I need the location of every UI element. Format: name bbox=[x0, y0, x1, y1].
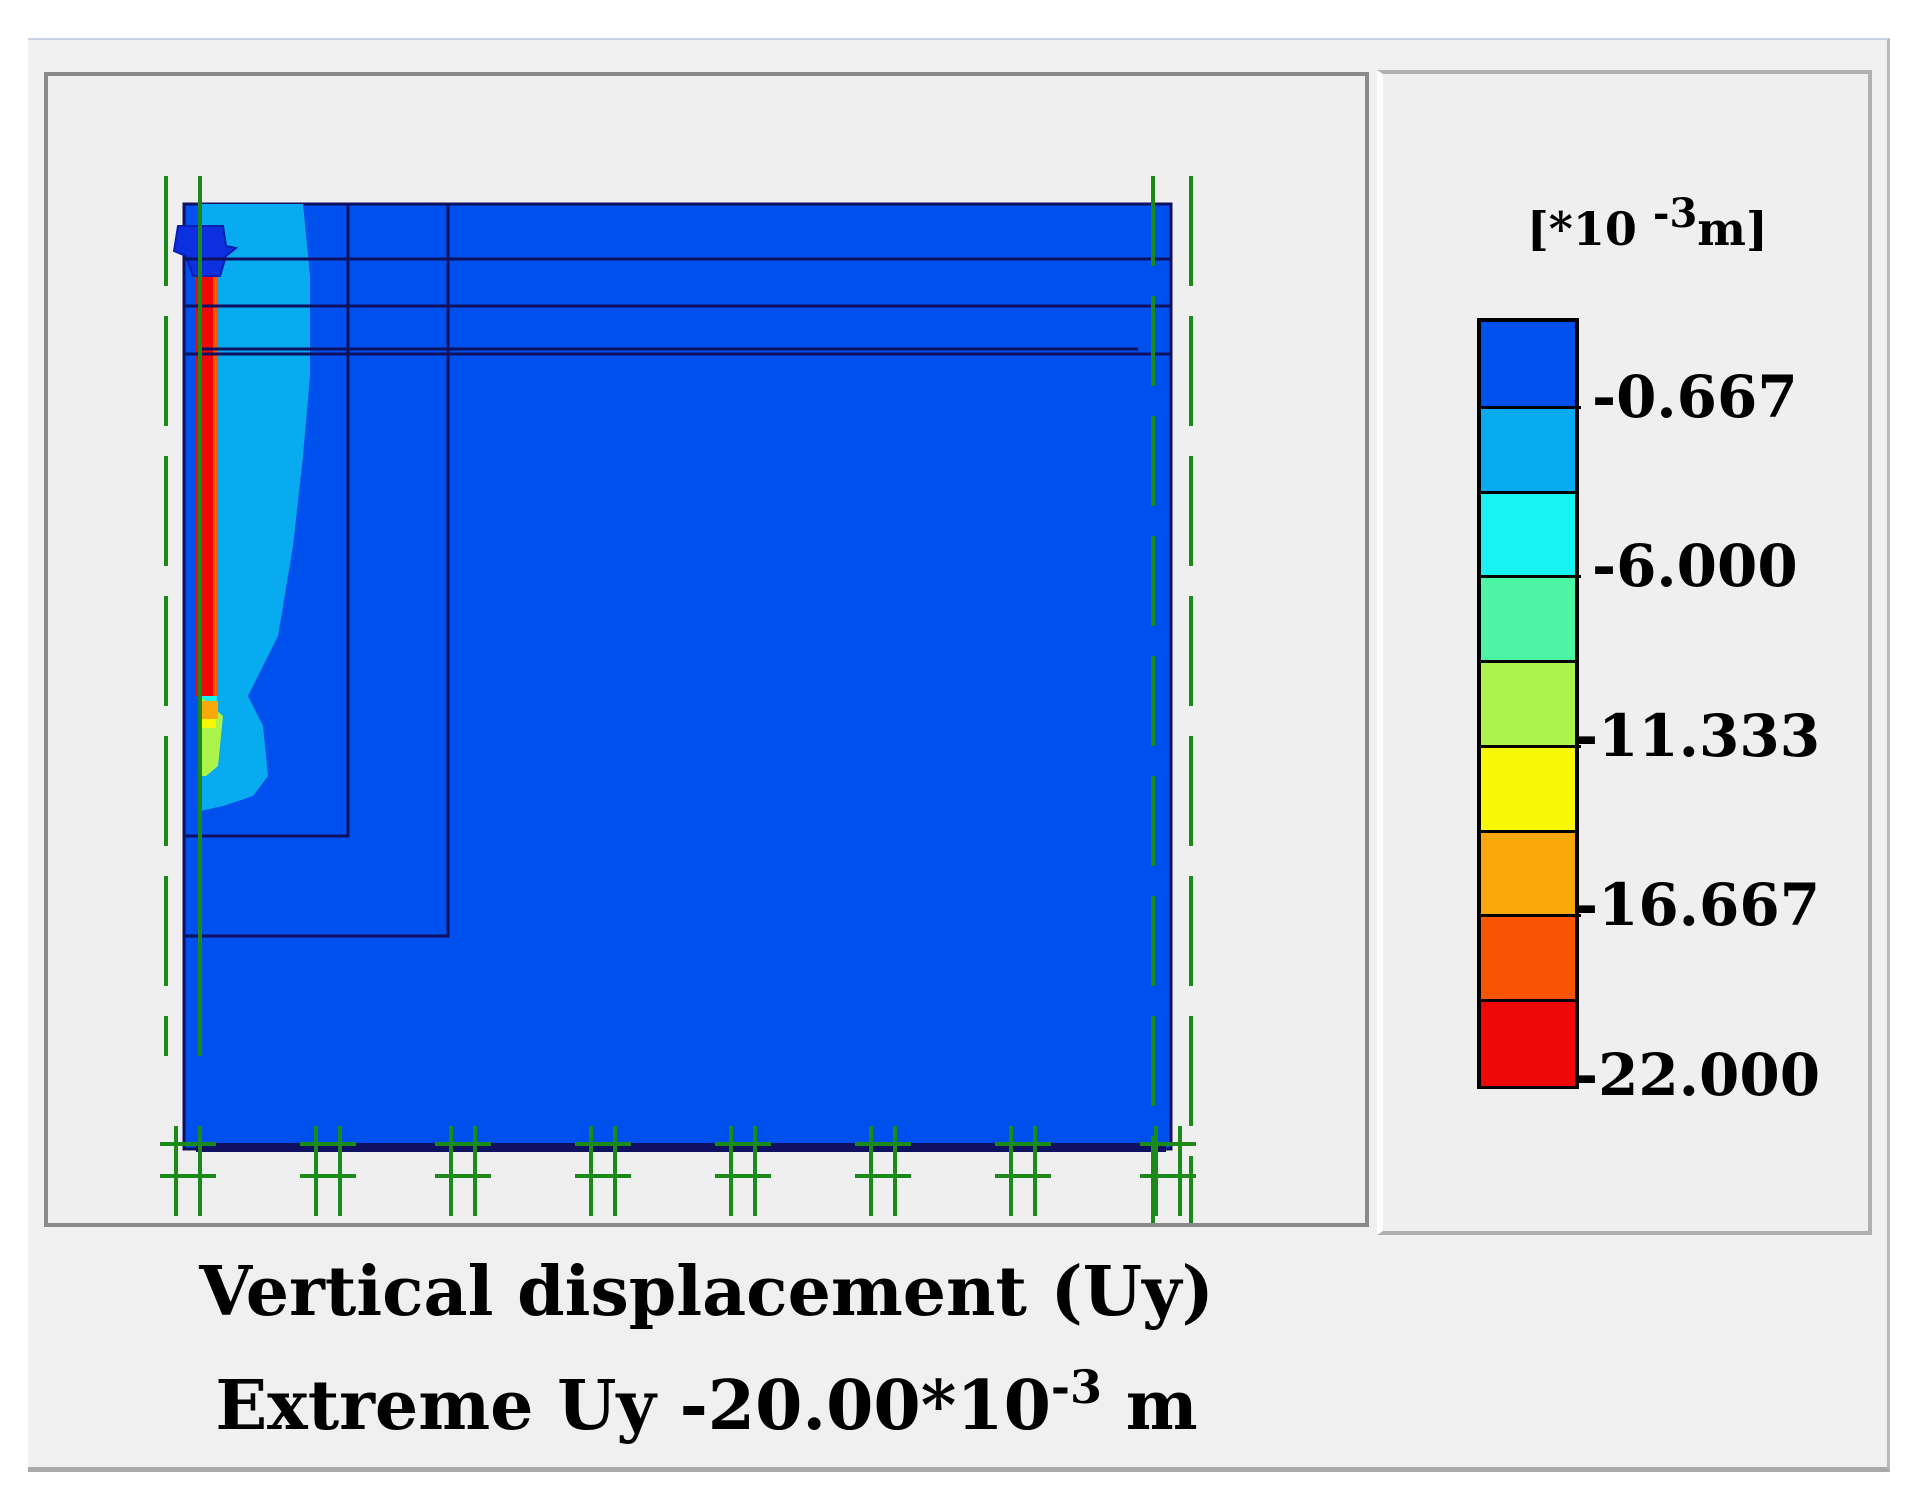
legend-divider bbox=[1481, 660, 1575, 664]
legend-divider bbox=[1481, 490, 1575, 494]
legend-value-label: -0.667 bbox=[1592, 362, 1798, 431]
legend-band bbox=[1481, 915, 1575, 1002]
legend-unit-label: [*10 -3m] bbox=[1527, 190, 1768, 256]
legend-band bbox=[1481, 830, 1575, 917]
pile-orange-edge bbox=[213, 251, 218, 696]
contour-light-blue-zone bbox=[200, 204, 310, 811]
legend-band bbox=[1481, 576, 1575, 663]
legend-divider bbox=[1481, 829, 1575, 833]
legend-divider bbox=[1481, 999, 1575, 1003]
legend-band bbox=[1481, 491, 1575, 578]
legend-band bbox=[1481, 406, 1575, 493]
plot-caption: Vertical displacement (Uy) Extreme Uy -2… bbox=[44, 1245, 1369, 1454]
pile-head bbox=[172, 225, 239, 277]
legend-divider bbox=[1481, 575, 1581, 579]
soil-body bbox=[182, 202, 1173, 1151]
legend-divider bbox=[1481, 405, 1581, 409]
legend-band bbox=[1481, 745, 1575, 832]
legend-value-label: -6.000 bbox=[1592, 532, 1798, 601]
legend-band bbox=[1481, 1000, 1575, 1086]
legend-divider bbox=[1481, 914, 1581, 918]
bottom-boundary bbox=[196, 1143, 1166, 1152]
legend-color-bar bbox=[1477, 318, 1581, 1089]
legend-divider bbox=[1481, 744, 1581, 748]
legend-value-label: -16.667 bbox=[1574, 871, 1821, 940]
plot-viewport[interactable] bbox=[44, 72, 1369, 1227]
legend-panel bbox=[1377, 70, 1872, 1235]
plot-title: Vertical displacement (Uy) bbox=[199, 1252, 1214, 1332]
legend-value-label: -22.000 bbox=[1574, 1041, 1821, 1109]
legend-band bbox=[1481, 661, 1575, 747]
fixity-markers bbox=[160, 176, 1196, 1223]
legend-band bbox=[1481, 322, 1575, 408]
legend-value-label: -11.333 bbox=[1574, 701, 1821, 770]
displacement-contour-plot bbox=[160, 176, 1196, 1223]
layer-boundaries bbox=[184, 204, 1171, 938]
extreme-value: Extreme Uy -20.00*10-3 m bbox=[215, 1360, 1198, 1446]
contour-orange-zone bbox=[200, 701, 218, 719]
